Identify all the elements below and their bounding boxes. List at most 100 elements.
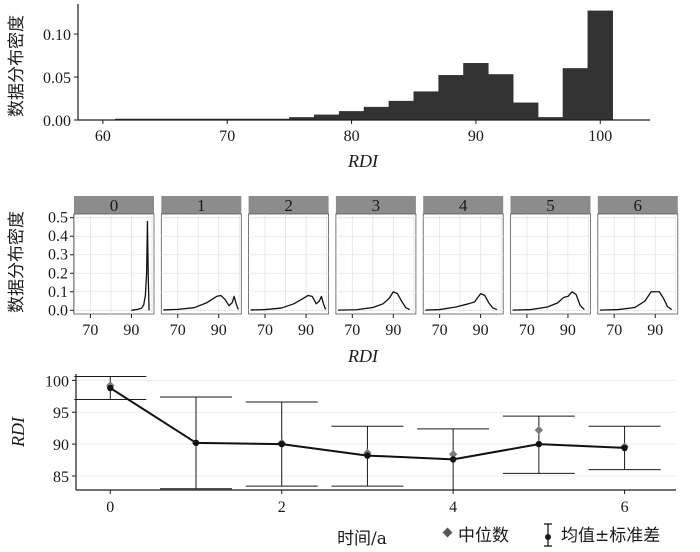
- panel-x-tick-label: 70: [257, 322, 273, 339]
- panel-x-tick-label: 70: [170, 322, 186, 339]
- panel-strip: [597, 196, 678, 214]
- panel-label: 1: [197, 196, 206, 215]
- legend-mean-sd-label: 均值±标准差: [561, 526, 660, 546]
- density-panel-4: 4 70 90: [422, 196, 504, 339]
- facets-y-tick-label: 0.1: [48, 284, 68, 301]
- facets-x-axis-label: RDI: [347, 346, 379, 366]
- panel-frame: [160, 213, 242, 315]
- histogram-bar-16: [512, 102, 539, 121]
- errorbar-axes: 85 90 95 100 0 2 4 6: [45, 373, 676, 516]
- legend-median-label: 中位数: [458, 526, 509, 546]
- panel-strip: [510, 196, 591, 214]
- panel-x-tick-label: 70: [432, 322, 448, 339]
- histogram-bar-11: [388, 100, 414, 121]
- errorbar-y-axis-label: RDI: [8, 416, 28, 448]
- histogram-bar-9: [338, 111, 365, 121]
- errorbar-x-tick-label: 2: [278, 499, 286, 516]
- panel-frame: [73, 213, 155, 315]
- facets-y-axis-label: 数据分布密度: [7, 211, 27, 313]
- histogram-y-tick-label: 0.10: [43, 27, 71, 44]
- histogram-x-tick-label: 60: [95, 128, 111, 145]
- legend-mean-point-icon: [545, 534, 551, 540]
- histogram-bar-13: [438, 75, 464, 121]
- panel-label: 6: [634, 196, 643, 215]
- panel-strip: [161, 196, 242, 214]
- errorbar-y-tick-label: 90: [53, 437, 69, 454]
- density-facets-chart: 数据分布密度 0.00.1 0.20.3 0.40.5 0 70 90 1 70 90 2 70 9…: [7, 196, 679, 366]
- errorbar-grid: [76, 379, 676, 477]
- density-panel-1: 1 70 90: [160, 196, 242, 339]
- histogram-x-tick-label: 90: [468, 128, 484, 145]
- histogram-bar-14: [463, 63, 489, 121]
- histogram-bars: [115, 10, 613, 121]
- panel-label: 2: [284, 196, 293, 215]
- mean-point: [621, 444, 628, 452]
- density-curve: [425, 292, 498, 311]
- facets-y-tick-label: 0.3: [48, 247, 68, 264]
- facets-y-tick-label: 0.2: [48, 265, 68, 282]
- facets-y-tick-label: 0.0: [48, 302, 68, 319]
- density-curve: [512, 291, 585, 311]
- panel-frame: [422, 213, 504, 315]
- panel-x-tick-label: 70: [82, 322, 98, 339]
- legend: 中位数 均值±标准差: [442, 523, 660, 547]
- histogram-y-axis-label: 数据分布密度: [7, 15, 27, 117]
- density-curve: [337, 291, 411, 311]
- histogram-bar-8: [314, 114, 340, 121]
- panel-x-tick-label: 90: [560, 322, 576, 339]
- density-curve: [250, 294, 327, 311]
- errorbar-chart: RDI 85 90 95 100 0 2 4 6 时间/a 中位数 均值±标准差: [8, 373, 676, 549]
- panel-label: 4: [459, 196, 468, 215]
- density-curve: [163, 294, 239, 311]
- histogram-y-tick-label: 0.05: [43, 70, 71, 87]
- density-panel-0: 0 70 90: [73, 196, 155, 339]
- density-panel-2: 2 70 90: [248, 196, 330, 339]
- mean-point: [192, 439, 200, 447]
- panel-frame: [335, 213, 417, 315]
- density-panels: 0 70 90 1 70 90 2 70 90 3 70 90 4 70 90 5 70 90 6 70 90: [73, 196, 679, 339]
- errorbar-x-tick-label: 4: [449, 499, 457, 516]
- mean-line: [107, 384, 628, 463]
- panel-strip: [74, 196, 154, 214]
- histogram-chart: 数据分布密度 0.00 0.05 0.10 60 70 80 90 100 RDI: [7, 4, 650, 171]
- errorbar-y-tick-label: 100: [45, 373, 69, 390]
- density-panel-6: 6 70 90: [597, 196, 679, 339]
- errorbar-x-tick-label: 6: [621, 499, 629, 516]
- panel-x-tick-label: 90: [473, 322, 489, 339]
- density-panel-5: 5 70 90: [510, 196, 591, 339]
- median-point: [534, 425, 544, 435]
- panel-strip: [248, 196, 329, 214]
- histogram-x-tick-label: 70: [219, 128, 235, 145]
- errorbar-bars: [74, 376, 661, 491]
- panel-strip: [335, 196, 416, 214]
- median-point: [448, 450, 458, 459]
- panel-x-tick-label: 90: [211, 322, 227, 339]
- histogram-x-tick-label: 100: [588, 128, 612, 145]
- facets-y-axis: 0.00.1 0.20.3 0.40.5: [48, 210, 75, 319]
- panel-strip: [423, 196, 504, 214]
- mean-point: [107, 384, 114, 392]
- histogram-axes: 0.00 0.05 0.10 60 70 80 90 100: [43, 4, 650, 145]
- mean-point: [278, 440, 285, 448]
- panel-x-tick-label: 90: [647, 322, 663, 339]
- errorbar-x-tick-label: 0: [106, 499, 114, 516]
- density-curve: [131, 220, 150, 311]
- histogram-x-axis-label: RDI: [347, 151, 379, 171]
- panel-label: 5: [546, 196, 555, 215]
- panel-x-tick-label: 90: [298, 322, 314, 339]
- panel-x-tick-label: 70: [519, 322, 535, 339]
- histogram-x-tick-label: 80: [344, 128, 360, 145]
- histogram-bar-18: [562, 68, 589, 121]
- facets-y-tick-label: 0.5: [48, 210, 68, 227]
- panel-x-tick-label: 70: [606, 322, 622, 339]
- mean-point: [364, 452, 371, 459]
- panel-label: 3: [372, 196, 381, 215]
- mean-point: [449, 456, 457, 463]
- histogram-bar-10: [363, 106, 390, 121]
- panel-frame: [248, 213, 330, 315]
- panel-x-tick-label: 90: [385, 322, 401, 339]
- errorbar-x-axis-label: 时间/a: [337, 529, 387, 549]
- panel-label: 0: [110, 196, 119, 215]
- errorbar-y-tick-label: 85: [53, 469, 69, 486]
- density-panel-3: 3 70 90: [335, 196, 417, 339]
